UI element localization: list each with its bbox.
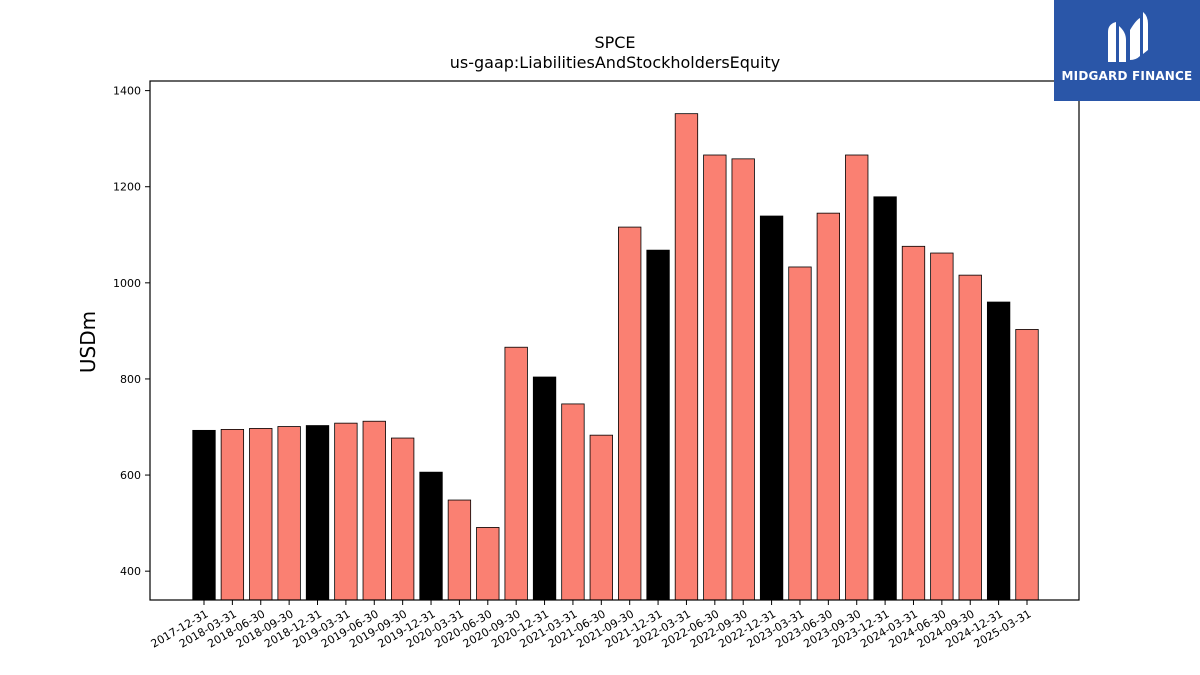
y-tick-label: 800 [120, 373, 141, 386]
chart-title: SPCE [594, 33, 635, 52]
bar-2017-12-31 [192, 429, 216, 601]
bar-2020-06-30 [476, 527, 500, 601]
bars-group [192, 113, 1039, 601]
bar-2024-06-30 [930, 252, 954, 601]
bar-2024-09-30 [958, 274, 982, 601]
bar-2022-09-30 [731, 158, 755, 601]
bar-2018-12-31 [305, 425, 330, 601]
bar-2018-06-30 [249, 428, 273, 601]
bar-2018-09-30 [277, 426, 301, 601]
bar-2021-09-30 [618, 226, 642, 601]
x-axis-ticks: 2017-12-312018-03-312018-06-302018-09-30… [149, 600, 1034, 651]
bar-2023-06-30 [816, 212, 840, 601]
logo-text: MIDGARD FINANCE [1061, 69, 1193, 83]
y-tick-label: 400 [120, 565, 141, 578]
y-tick-label: 1000 [113, 277, 141, 290]
y-tick-label: 1400 [113, 85, 141, 98]
y-tick-label: 1200 [113, 181, 141, 194]
bar-2024-03-31 [901, 245, 926, 601]
bar-2021-06-30 [589, 434, 613, 601]
bar-2021-03-31 [561, 403, 585, 601]
bar-2019-03-31 [334, 422, 358, 601]
bar-2022-03-31 [674, 113, 699, 601]
bar-2019-09-30 [391, 437, 415, 601]
bar-2020-09-30 [504, 346, 528, 601]
bar-2022-06-30 [703, 154, 727, 601]
bar-2019-12-31 [419, 471, 443, 601]
bar-2025-03-31 [1015, 329, 1039, 601]
bar-2023-03-31 [788, 266, 812, 601]
y-tick-label: 600 [120, 469, 141, 482]
brand-logo: MIDGARD FINANCE [1054, 0, 1200, 101]
bar-2018-03-31 [220, 429, 245, 601]
bar-2020-03-31 [447, 499, 472, 601]
bar-2024-12-31 [986, 301, 1011, 601]
bar-2019-06-30 [362, 420, 386, 601]
y-axis-label: USDm [76, 311, 100, 373]
bar-2023-09-30 [845, 154, 869, 601]
plot-frame [149, 80, 1080, 601]
bar-2021-12-31 [646, 249, 670, 601]
midgard-logo-icon [1108, 12, 1148, 62]
chart-subtitle: us-gaap:LiabilitiesAndStockholdersEquity [450, 53, 781, 72]
y-axis-ticks: 400 600 800 1000 1200 1400 [113, 85, 150, 578]
bar-2023-12-31 [873, 196, 897, 601]
bar-2020-12-31 [532, 376, 557, 601]
bar-2022-12-31 [759, 215, 784, 601]
